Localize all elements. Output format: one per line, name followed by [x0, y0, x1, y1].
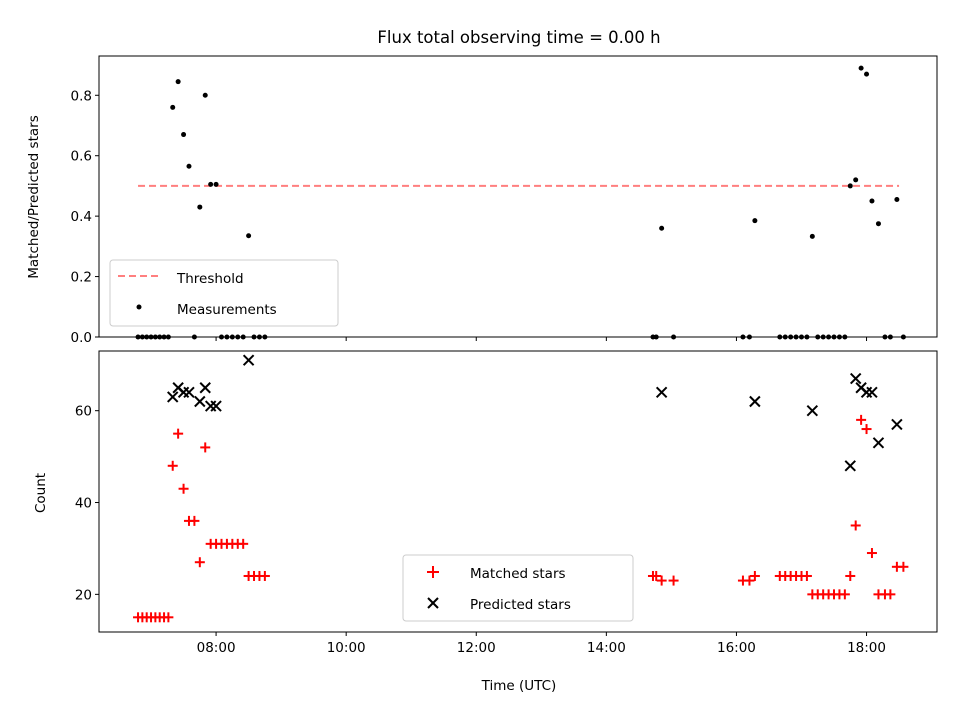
- x-tick-label: 18:00: [847, 640, 886, 656]
- matched-star-point: [801, 570, 812, 581]
- chart-title: Flux total observing time = 0.00 h: [377, 28, 660, 47]
- matched-star-point: [238, 538, 249, 549]
- ratio-y-tick-label: 0.6: [71, 149, 92, 165]
- measurement-point: [869, 198, 875, 204]
- predicted-star-point: [655, 386, 668, 399]
- predicted-star-point: [194, 395, 206, 408]
- count-y-axis-label: Count: [33, 473, 49, 513]
- predicted-star-point: [749, 395, 761, 408]
- ratio-x-axis-ticks: [215, 337, 868, 341]
- matched-star-point: [845, 570, 856, 581]
- measurement-point: [197, 204, 203, 210]
- predicted-legend-label: Predicted stars: [470, 597, 571, 613]
- matched-star-point: [850, 520, 861, 531]
- measurement-point: [809, 233, 815, 239]
- matched-star-point: [856, 414, 867, 425]
- matched-star-point: [173, 428, 184, 439]
- matched-star-point: [668, 575, 679, 586]
- threshold-legend-label: Threshold: [176, 271, 244, 287]
- count-panel-frame: [98, 350, 938, 633]
- measurement-point: [175, 79, 181, 85]
- count-y-tick-label: 40: [75, 496, 92, 512]
- ratio-legend-box: [109, 259, 339, 327]
- matched-star-point: [885, 589, 896, 600]
- measurement-point: [847, 183, 853, 189]
- measurement-point: [202, 92, 208, 98]
- count-series: [133, 354, 909, 623]
- measurement-point: [246, 233, 252, 239]
- ratio-y-axis-label: Matched/Predicted stars: [26, 115, 42, 278]
- count-y-tick-label: 20: [75, 587, 92, 603]
- count-panel: 20 40 60 08:00 10:00 12:00 14:00 16:00 18:00 Co…: [33, 350, 938, 694]
- matched-star-point: [178, 483, 189, 494]
- matched-star-point: [189, 515, 200, 526]
- predicted-star-point: [806, 404, 819, 417]
- measurement-point: [186, 163, 192, 169]
- matched-star-point: [163, 612, 174, 623]
- measurement-point: [875, 221, 881, 227]
- predicted-star-point: [866, 386, 878, 399]
- predicted-star-point: [844, 460, 856, 472]
- matched-star-point: [259, 570, 270, 581]
- predicted-star-point: [210, 400, 222, 412]
- matched-star-point: [866, 548, 877, 559]
- measurements-legend-label: Measurements: [177, 302, 277, 318]
- ratio-y-tick-label: 0.0: [71, 330, 92, 346]
- ratio-y-tick-label: 0.2: [71, 270, 92, 286]
- x-tick-label: 08:00: [197, 640, 236, 656]
- measurement-point: [858, 65, 864, 71]
- matched-star-point: [200, 442, 211, 453]
- matched-star-point: [898, 561, 909, 572]
- measurement-point: [170, 104, 176, 110]
- matched-legend-swatch: [427, 566, 439, 578]
- ratio-panel: 0.00.20.40.60.8 Matched/Predicted stars …: [26, 55, 938, 346]
- x-tick-label: 10:00: [327, 640, 366, 656]
- count-legend: Matched stars Predicted stars: [402, 554, 634, 622]
- matched-star-point: [656, 575, 667, 586]
- count-x-axis-ticks: 08:00 10:00 12:00 14:00 16:00 18:00: [197, 632, 886, 656]
- measurement-point: [894, 197, 900, 203]
- count-legend-box: [402, 554, 634, 622]
- predicted-legend-swatch: [427, 597, 439, 609]
- predicted-star-point: [183, 386, 195, 399]
- matched-star-point: [861, 424, 872, 435]
- measurement-point: [213, 181, 219, 187]
- matched-star-point: [651, 570, 662, 581]
- x-tick-label: 12:00: [457, 640, 496, 656]
- matched-star-point: [839, 589, 850, 600]
- predicted-star-point: [242, 354, 255, 366]
- ratio-y-tick-label: 0.8: [71, 88, 92, 104]
- predicted-star-point: [199, 382, 211, 394]
- predicted-star-point: [849, 372, 862, 385]
- measurement-point: [659, 225, 665, 231]
- measurement-point: [853, 177, 859, 183]
- measurement-point: [752, 218, 758, 224]
- ratio-y-tick-label: 0.4: [71, 209, 92, 225]
- matched-star-point: [744, 575, 755, 586]
- x-axis-label: Time (UTC): [481, 678, 557, 694]
- ratio-y-axis-ticks: 0.0 0.2 0.4 0.6 0.8: [71, 88, 99, 346]
- measurement-point: [181, 132, 187, 138]
- count-y-axis-ticks: 20 40 60: [75, 404, 99, 603]
- predicted-star-point: [891, 418, 903, 431]
- count-y-tick-label: 60: [75, 404, 92, 420]
- matched-star-point: [194, 557, 205, 568]
- x-tick-label: 14:00: [587, 640, 626, 656]
- measurement-point: [864, 71, 870, 77]
- predicted-star-point: [167, 391, 179, 403]
- ratio-panel-frame: [98, 55, 938, 338]
- matched-legend-label: Matched stars: [470, 566, 566, 582]
- measurement-point: [208, 181, 214, 187]
- matched-star-point: [749, 570, 760, 581]
- measurements-legend-swatch: [136, 304, 142, 310]
- x-tick-label: 16:00: [717, 640, 756, 656]
- predicted-star-point: [872, 437, 885, 449]
- matched-star-point: [167, 460, 178, 471]
- ratio-legend: Threshold Measurements: [109, 259, 339, 327]
